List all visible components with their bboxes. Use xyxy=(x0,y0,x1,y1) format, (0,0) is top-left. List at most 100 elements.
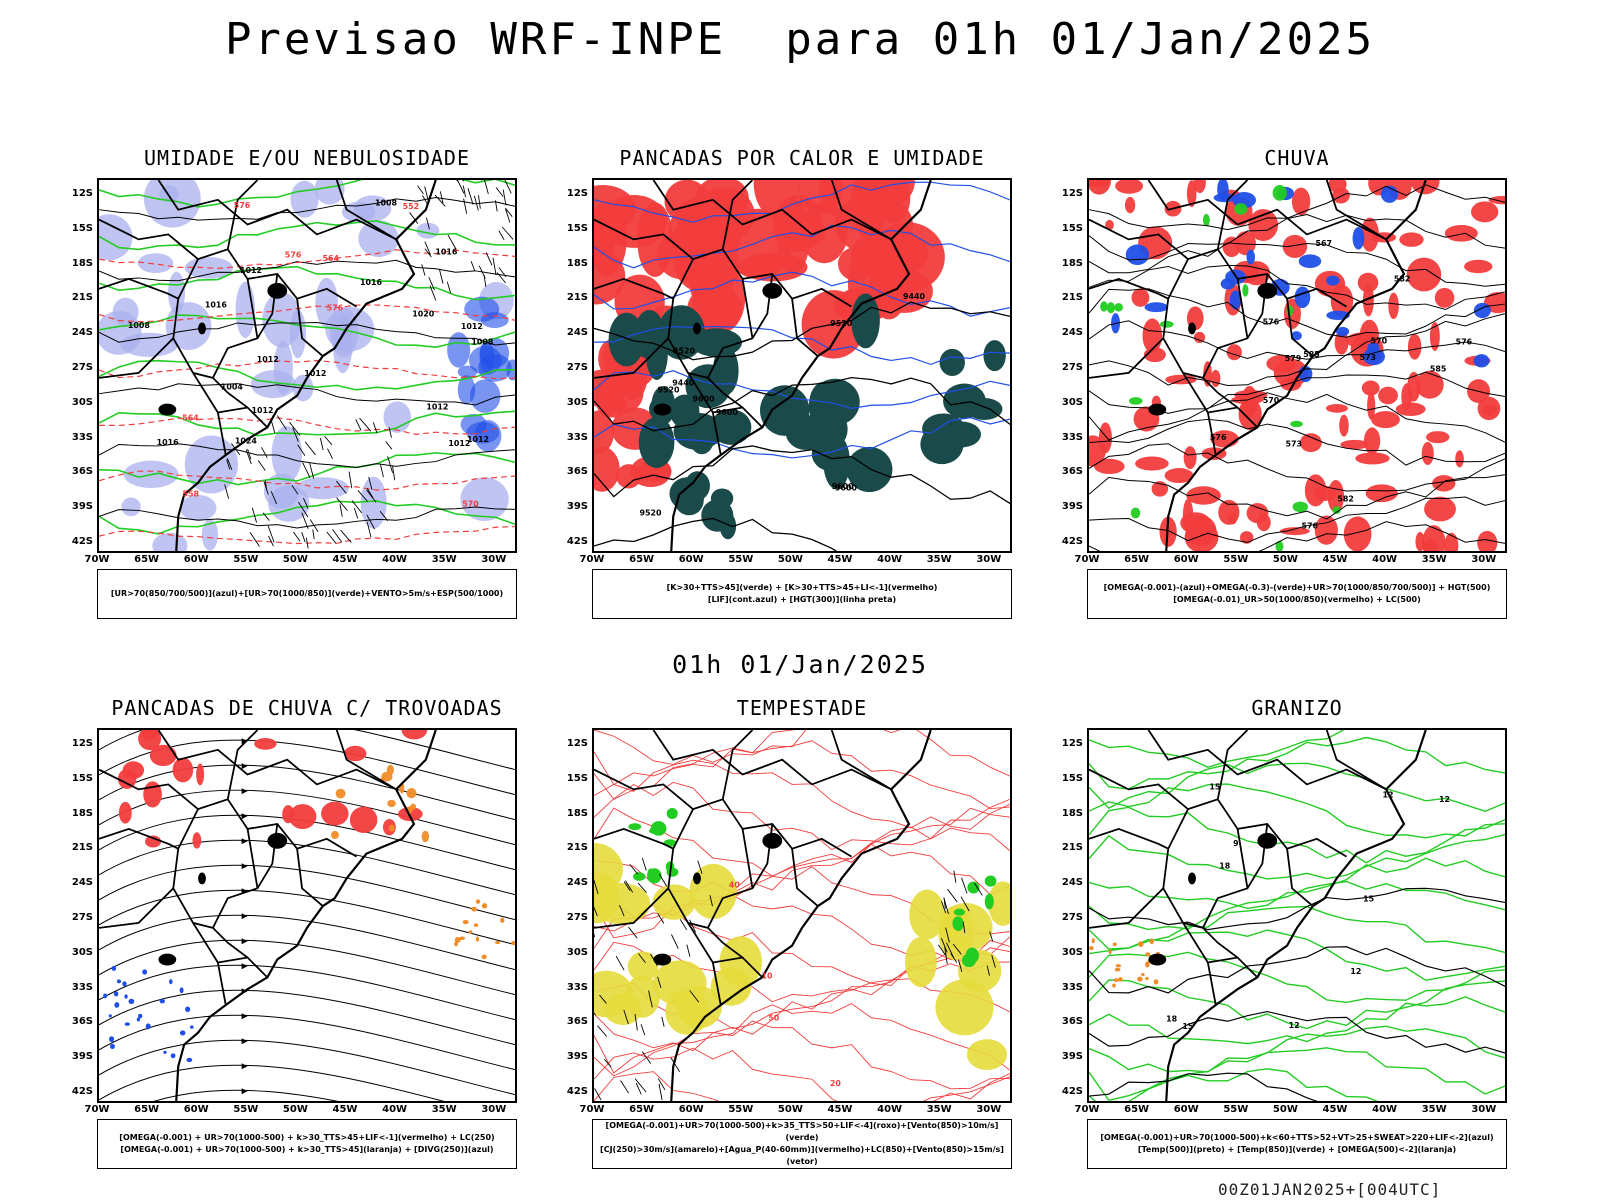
shaded-area xyxy=(1145,961,1150,968)
shaded-area xyxy=(1355,452,1390,465)
contour-line xyxy=(1089,736,1505,790)
contour-value-label: 20 xyxy=(830,1079,842,1088)
longitude-tick-label: 70W xyxy=(579,554,605,565)
thunder-dots-orange xyxy=(454,899,515,960)
shaded-area xyxy=(1371,411,1400,429)
shaded-area xyxy=(616,464,642,489)
contour-value-label: 1008 xyxy=(471,338,494,347)
state-border xyxy=(226,180,259,250)
shaded-area xyxy=(1314,515,1338,545)
contour-value-label: 1012 xyxy=(467,435,489,444)
wind-vector xyxy=(638,953,646,964)
wind-vector xyxy=(953,870,957,883)
contour-value-label: 1008 xyxy=(128,321,151,330)
shaded-area xyxy=(1325,403,1348,413)
latitude-tick-label: 39S xyxy=(566,501,588,513)
wind-vector xyxy=(366,489,377,503)
shaded-area xyxy=(250,370,297,399)
wind-vector xyxy=(336,480,347,494)
wind-vector xyxy=(641,857,647,871)
contour-value-label: 9520 xyxy=(830,319,853,328)
contour-value-label: 15 xyxy=(1363,895,1374,904)
state-border xyxy=(1201,273,1269,409)
shaded-area xyxy=(481,954,487,960)
shaded-area xyxy=(387,799,396,808)
legend-line: [CJ(250)>30m/s](amarelo)+[Agua_P(40-60mm… xyxy=(600,1145,1004,1166)
state-border xyxy=(217,406,269,428)
longitude-tick-label: 40W xyxy=(877,554,903,565)
shaded-area xyxy=(1226,344,1242,361)
shaded-area xyxy=(1115,964,1122,968)
contour-value-label: 1012 xyxy=(304,369,326,378)
longitude-tick-label: 50W xyxy=(777,1104,803,1115)
unstable-area-green xyxy=(608,293,893,493)
contour-line xyxy=(99,314,515,348)
shaded-area xyxy=(108,1014,112,1018)
contour-line xyxy=(99,249,515,270)
shaded-area xyxy=(1421,441,1434,466)
contour-value-label: 9 xyxy=(1233,839,1239,848)
contour-line xyxy=(99,410,515,437)
streamline xyxy=(99,939,515,996)
shaded-area xyxy=(1362,348,1385,366)
wind-vector xyxy=(989,931,994,942)
lake xyxy=(158,953,177,966)
lake xyxy=(1257,282,1278,299)
shaded-area xyxy=(1471,201,1499,223)
wind-vector xyxy=(429,285,437,301)
latitude-tick-label: 30S xyxy=(566,946,588,958)
wind-vector xyxy=(634,1013,638,1031)
wind-vector xyxy=(456,180,458,182)
wind-vector xyxy=(641,1051,652,1064)
latitude-tick-label: 30S xyxy=(1061,946,1083,958)
state-border xyxy=(1089,218,1347,308)
shaded-area xyxy=(1239,531,1254,544)
longitude-tick-label: 45W xyxy=(332,1104,358,1115)
shaded-area xyxy=(1299,433,1322,453)
state-border xyxy=(335,730,397,791)
state-border xyxy=(1147,180,1387,241)
shaded-area xyxy=(296,477,349,500)
contour-value-label: 1012 xyxy=(448,439,470,448)
thunder-area-orange xyxy=(330,764,430,843)
contour-line xyxy=(594,181,1010,223)
latitude-tick-label: 36S xyxy=(1061,466,1083,478)
latitude-tick-label: 12S xyxy=(1061,188,1083,199)
shaded-area xyxy=(1407,333,1422,360)
shaded-area xyxy=(953,916,964,931)
wind-850-area-green-east xyxy=(952,875,997,968)
shaded-area xyxy=(109,1043,115,1050)
shaded-area xyxy=(961,953,977,968)
longitude-tick-label: 50W xyxy=(282,1104,308,1115)
shaded-area xyxy=(1234,203,1248,215)
longitude-tick-label: 60W xyxy=(678,1104,704,1115)
state-border xyxy=(687,372,722,456)
longitude-tick-label: 60W xyxy=(183,1104,209,1115)
shaded-area xyxy=(1429,322,1440,351)
shaded-area xyxy=(500,917,505,923)
state-border xyxy=(594,827,674,850)
wind-vector xyxy=(379,464,384,478)
contour-value-label: 576 xyxy=(1301,522,1318,531)
latitude-tick-label: 30S xyxy=(566,396,588,408)
shaded-area xyxy=(401,730,428,740)
contour-line xyxy=(99,360,515,380)
state-border xyxy=(211,823,279,959)
contour-value-label: 9520 xyxy=(673,346,696,355)
wind-vector xyxy=(484,180,489,195)
contour-value-label: 9440 xyxy=(903,292,926,301)
contour-value-label: 576 xyxy=(1263,318,1280,327)
wind-vector xyxy=(226,459,231,470)
streamline-arrow xyxy=(241,1088,248,1095)
contour-line xyxy=(99,452,515,486)
shaded-area xyxy=(1357,272,1379,293)
longitude-tick-label: 55W xyxy=(1223,554,1249,565)
state-border xyxy=(830,180,892,241)
state-border xyxy=(1089,277,1169,300)
wind-vector xyxy=(261,447,268,459)
contour-line xyxy=(594,1020,1010,1090)
contour-line xyxy=(99,359,515,391)
contour-line xyxy=(594,978,1010,1052)
wind-vector xyxy=(268,535,274,547)
coastline xyxy=(175,730,437,1101)
